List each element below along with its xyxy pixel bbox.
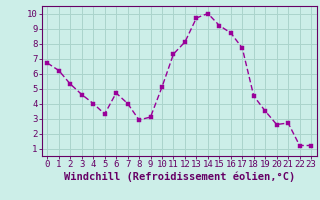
X-axis label: Windchill (Refroidissement éolien,°C): Windchill (Refroidissement éolien,°C) <box>64 172 295 182</box>
